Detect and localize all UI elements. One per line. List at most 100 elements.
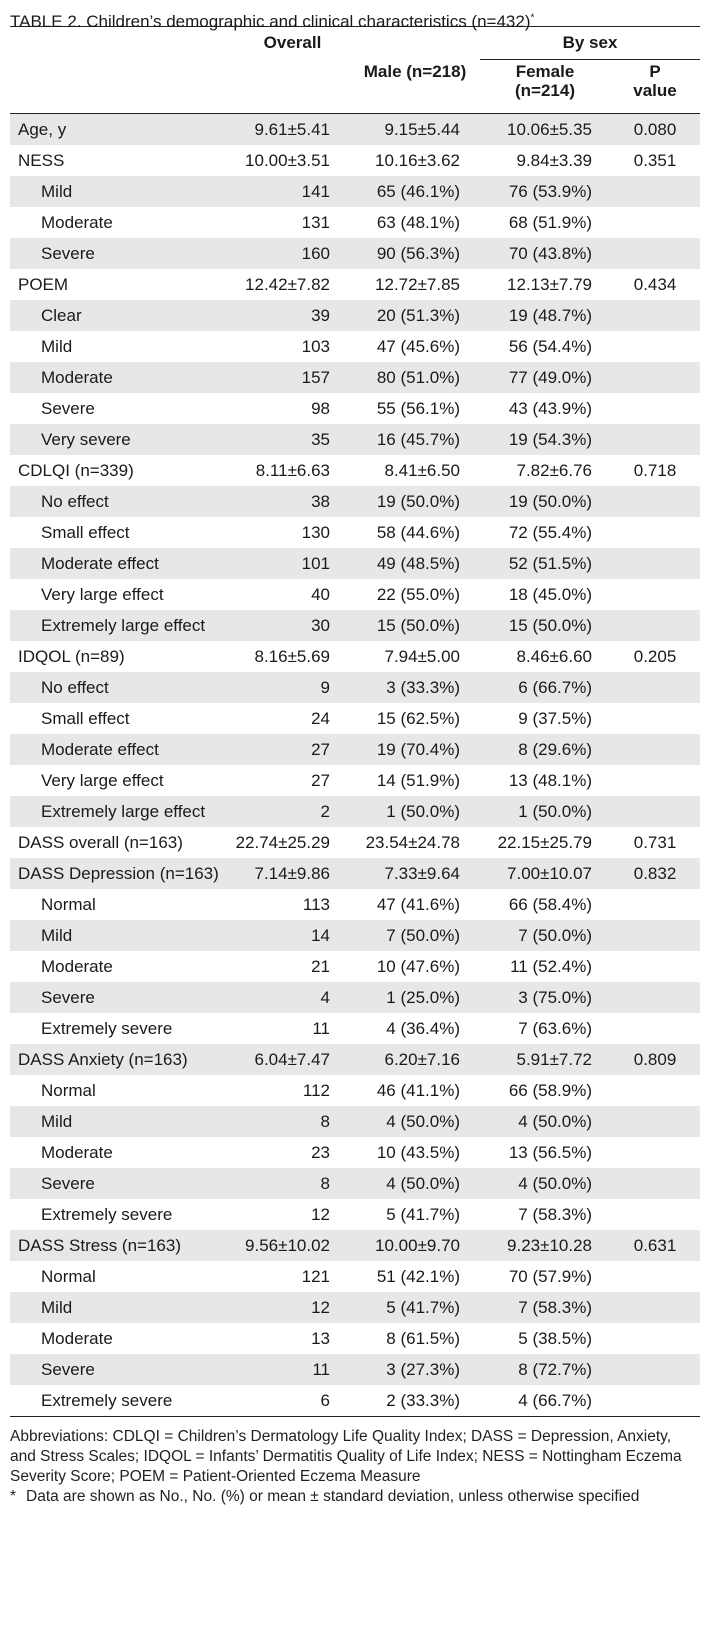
- row-label: Normal: [10, 1075, 235, 1106]
- female-value: 8.46±6.60: [480, 641, 610, 672]
- table-row: Mild 14 7 (50.0%) 7 (50.0%): [10, 920, 701, 951]
- table-row: Severe 4 1 (25.0%) 3 (75.0%): [10, 982, 701, 1013]
- male-value: 22 (55.0%): [350, 579, 480, 610]
- p-value: [610, 238, 701, 269]
- row-label: DASS Stress (n=163): [10, 1230, 235, 1261]
- p-value: [610, 1013, 701, 1044]
- table-row: Moderate 157 80 (51.0%) 77 (49.0%): [10, 362, 701, 393]
- row-label: Extremely large effect: [10, 796, 235, 827]
- header-female-line1: Female: [515, 62, 575, 81]
- table-row: POEM 12.42±7.82 12.72±7.85 12.13±7.79 0.434: [10, 269, 701, 300]
- header-by-sex: By sex: [480, 26, 701, 60]
- female-value: 7 (58.3%): [480, 1292, 610, 1323]
- male-value: 15 (50.0%): [350, 610, 480, 641]
- p-value: [610, 765, 701, 796]
- p-value: [610, 610, 701, 641]
- table-row: DASS overall (n=163) 22.74±25.29 23.54±24.…: [10, 827, 701, 858]
- overall-value: 22.74±25.29: [235, 827, 350, 858]
- overall-value: 39: [235, 300, 350, 331]
- female-value: 19 (50.0%): [480, 486, 610, 517]
- row-label: Very large effect: [10, 579, 235, 610]
- male-value: 8 (61.5%): [350, 1323, 480, 1354]
- female-value: 7 (63.6%): [480, 1013, 610, 1044]
- table-row: DASS Anxiety (n=163) 6.04±7.47 6.20±7.16 5.…: [10, 1044, 701, 1075]
- p-value: [610, 1354, 701, 1385]
- female-value: 4 (50.0%): [480, 1168, 610, 1199]
- table-row: Normal 113 47 (41.6%) 66 (58.4%): [10, 889, 701, 920]
- female-value: 8 (29.6%): [480, 734, 610, 765]
- header-p-line2: value: [633, 81, 677, 100]
- row-label: Severe: [10, 238, 235, 269]
- female-value: 68 (51.9%): [480, 207, 610, 238]
- table-row: Moderate 21 10 (47.6%) 11 (52.4%): [10, 951, 701, 982]
- table-row: Extremely severe 12 5 (41.7%) 7 (58.3%): [10, 1199, 701, 1230]
- header-overall: Overall: [235, 26, 350, 60]
- p-value: [610, 207, 701, 238]
- male-value: 4 (50.0%): [350, 1106, 480, 1137]
- row-label: Extremely large effect: [10, 610, 235, 641]
- female-value: 43 (43.9%): [480, 393, 610, 424]
- female-value: 18 (45.0%): [480, 579, 610, 610]
- overall-value: 14: [235, 920, 350, 951]
- row-label: Extremely severe: [10, 1199, 235, 1230]
- row-label: Mild: [10, 1106, 235, 1137]
- female-value: 19 (48.7%): [480, 300, 610, 331]
- overall-value: 8.16±5.69: [235, 641, 350, 672]
- overall-value: 40: [235, 579, 350, 610]
- overall-value: 4: [235, 982, 350, 1013]
- table-row: Moderate 131 63 (48.1%) 68 (51.9%): [10, 207, 701, 238]
- male-value: 1 (50.0%): [350, 796, 480, 827]
- p-value: 0.631: [610, 1230, 701, 1261]
- female-value: 9.23±10.28: [480, 1230, 610, 1261]
- p-value: [610, 1323, 701, 1354]
- female-value: 77 (49.0%): [480, 362, 610, 393]
- header-gap: [350, 26, 480, 60]
- overall-value: 113: [235, 889, 350, 920]
- row-label: Normal: [10, 1261, 235, 1292]
- row-label: Small effect: [10, 517, 235, 548]
- overall-value: 8.11±6.63: [235, 455, 350, 486]
- table-row: Moderate 23 10 (43.5%) 13 (56.5%): [10, 1137, 701, 1168]
- row-label: NESS: [10, 145, 235, 176]
- table-row: Mild 8 4 (50.0%) 4 (50.0%): [10, 1106, 701, 1137]
- data-note-text: Data are shown as No., No. (%) or mean ±…: [26, 1488, 640, 1505]
- overall-value: 7.14±9.86: [235, 858, 350, 889]
- overall-value: 103: [235, 331, 350, 362]
- p-value: [610, 889, 701, 920]
- table-row: Age, y 9.61±5.41 9.15±5.44 10.06±5.35 0.080: [10, 113, 701, 145]
- female-value: 52 (51.5%): [480, 548, 610, 579]
- male-value: 46 (41.1%): [350, 1075, 480, 1106]
- overall-value: 27: [235, 734, 350, 765]
- overall-value: 13: [235, 1323, 350, 1354]
- female-value: 13 (56.5%): [480, 1137, 610, 1168]
- p-value: [610, 1292, 701, 1323]
- female-value: 4 (66.7%): [480, 1385, 610, 1417]
- p-value: [610, 424, 701, 455]
- table-row: Clear 39 20 (51.3%) 19 (48.7%): [10, 300, 701, 331]
- p-value: [610, 920, 701, 951]
- table-row: Extremely large effect 2 1 (50.0%) 1 (50.0%…: [10, 796, 701, 827]
- female-value: 5.91±7.72: [480, 1044, 610, 1075]
- row-label: Severe: [10, 982, 235, 1013]
- female-value: 12.13±7.79: [480, 269, 610, 300]
- p-value: 0.351: [610, 145, 701, 176]
- male-value: 5 (41.7%): [350, 1199, 480, 1230]
- header-female-line2: (n=214): [515, 81, 575, 100]
- p-value: [610, 703, 701, 734]
- row-label: IDQOL (n=89): [10, 641, 235, 672]
- p-value: 0.731: [610, 827, 701, 858]
- table-row: Very large effect 40 22 (55.0%) 18 (45.0%): [10, 579, 701, 610]
- overall-value: 30: [235, 610, 350, 641]
- overall-value: 24: [235, 703, 350, 734]
- row-label: Mild: [10, 920, 235, 951]
- abbreviations-note: Abbreviations: CDLQI = Children’s Dermat…: [10, 1428, 682, 1485]
- overall-value: 12: [235, 1199, 350, 1230]
- male-value: 10.00±9.70: [350, 1230, 480, 1261]
- table-row: No effect 38 19 (50.0%) 19 (50.0%): [10, 486, 701, 517]
- male-value: 90 (56.3%): [350, 238, 480, 269]
- p-value: [610, 393, 701, 424]
- p-value: [610, 1385, 701, 1417]
- female-value: 15 (50.0%): [480, 610, 610, 641]
- male-value: 19 (70.4%): [350, 734, 480, 765]
- header-blank-3: [235, 60, 350, 114]
